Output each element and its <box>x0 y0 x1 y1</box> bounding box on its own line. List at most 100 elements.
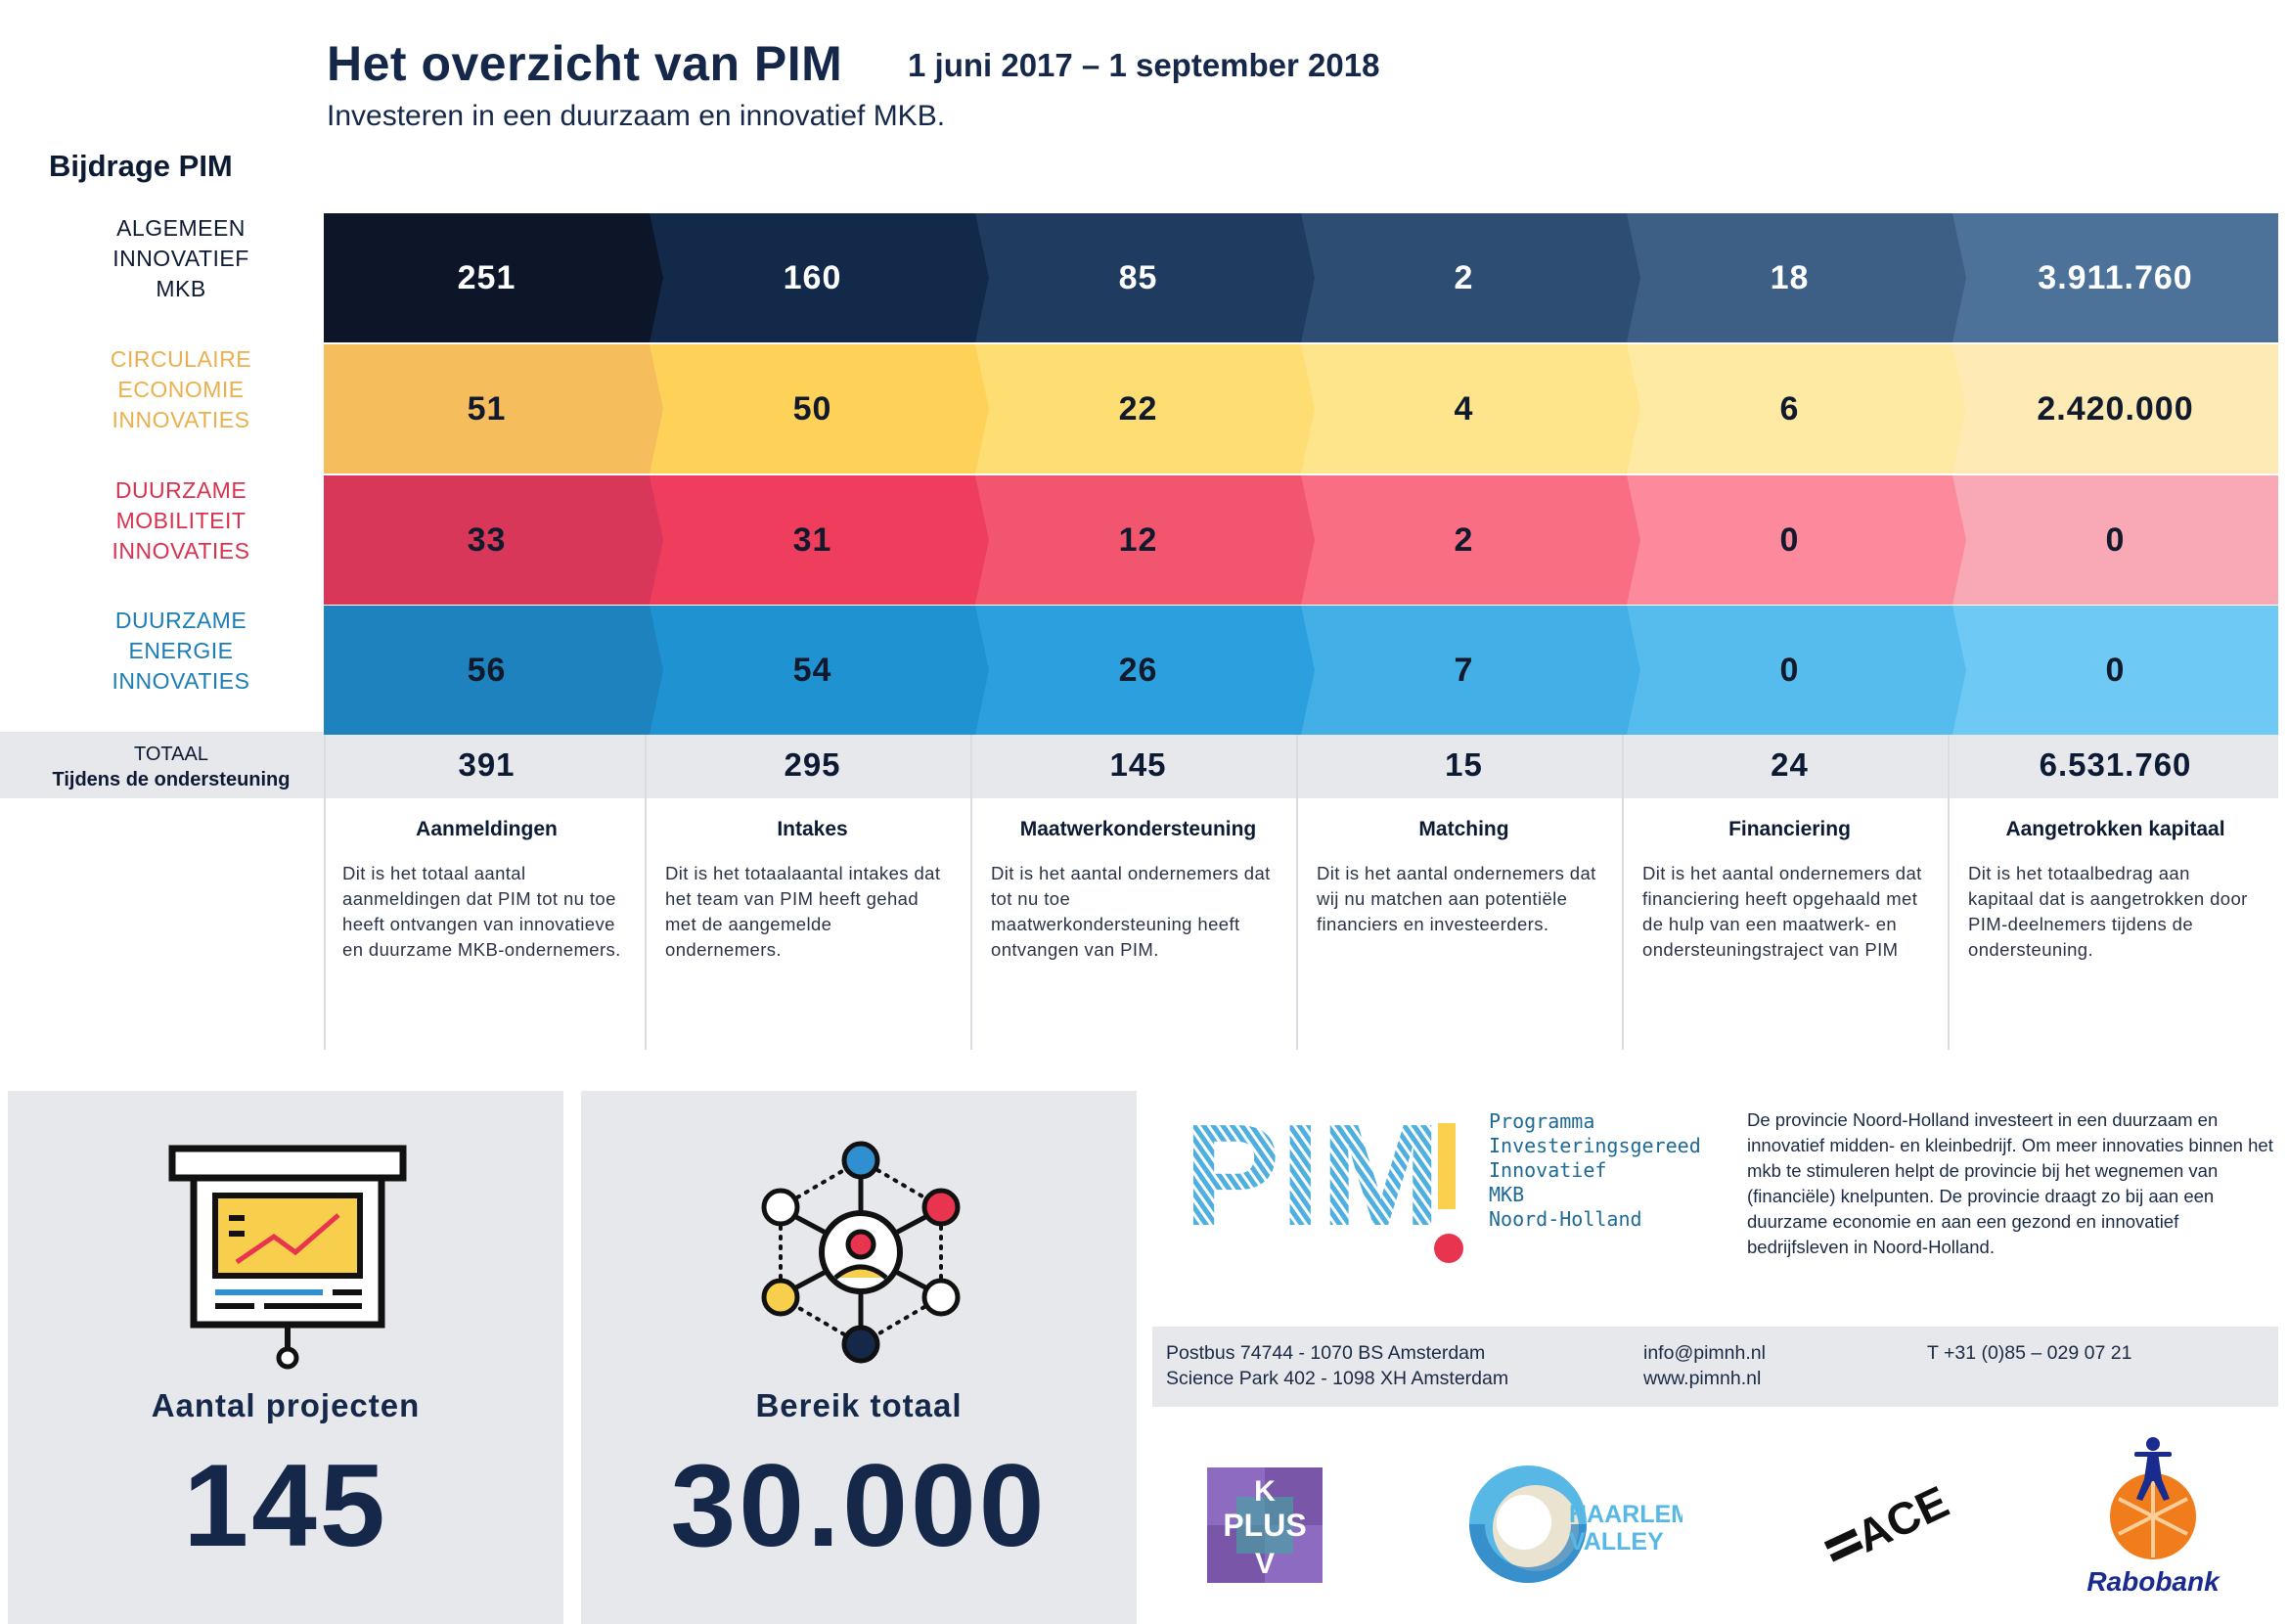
presentation-board-icon <box>168 1145 407 1370</box>
row-label-line: CIRCULAIRE <box>110 346 252 372</box>
row-label-line: MOBILITEIT <box>115 508 247 533</box>
band-cell: 54 <box>650 606 989 735</box>
rabobank-logo: Rabobank <box>2086 1437 2221 1597</box>
projects-title: Aantal projecten <box>151 1387 421 1423</box>
row-label-line: ECONOMIE <box>117 377 245 402</box>
pim-subtitle-line: Innovatief <box>1489 1158 1607 1182</box>
totals-label: TOTAAL Tijdens de ondersteuning <box>29 742 313 792</box>
reach-title: Bereik totaal <box>755 1387 963 1423</box>
totals-label-line1: TOTAAL <box>134 744 208 765</box>
column-description: Dit is het totaal aantal aanmeldingen da… <box>342 863 621 960</box>
reach-value: 30.000 <box>670 1440 1048 1571</box>
band-cell: 18 <box>1627 213 1966 342</box>
row-label-line: INNOVATIEF <box>112 246 249 271</box>
pim-subtitle-line: Noord-Holland <box>1489 1207 1642 1231</box>
totals-label-line2: Tijdens de ondersteuning <box>52 769 291 790</box>
pim-logo: PIM <box>1184 1104 1463 1263</box>
band-row-mobiliteit: 33 31 12 2 0 0 <box>324 475 2278 605</box>
band-cell: 85 <box>975 213 1315 342</box>
row-label-energie: DUURZAME ENERGIE INNOVATIES <box>59 606 303 697</box>
band-cell: 0 <box>1952 475 2278 605</box>
band-cell: 26 <box>975 606 1315 735</box>
column-divider <box>1948 732 1950 1050</box>
kplusv-logo-k: K <box>1254 1475 1276 1508</box>
row-label-line: ALGEMEEN <box>116 215 246 241</box>
band-cell: 31 <box>650 475 989 605</box>
column-divider <box>645 732 647 1050</box>
row-label-algemeen: ALGEMEEN INNOVATIEF MKB <box>59 213 303 304</box>
column-title-aanmeldingen: Aanmeldingen <box>416 818 558 840</box>
column-title-maatwerk: Maatwerkondersteuning <box>1019 818 1257 840</box>
column-divider <box>970 732 972 1050</box>
pim-subtitle-line: MKB <box>1489 1183 1525 1206</box>
page-subtitle: Investeren in een duurzaam en innovatief… <box>327 100 946 132</box>
row-label-line: ENERGIE <box>128 638 234 663</box>
column-title-kapitaal: Aangetrokken kapitaal <box>2005 818 2225 840</box>
row-label-line: INNOVATIES <box>112 668 250 694</box>
total-value: 295 <box>784 746 841 783</box>
pim-subtitle-line: Programma <box>1489 1109 1595 1133</box>
pim-about-text: De provincie Noord-Holland investeert in… <box>1747 1109 2273 1257</box>
date-range: 1 juni 2017 – 1 september 2018 <box>908 47 1380 83</box>
totals-row <box>0 732 2278 798</box>
row-label-circulair: CIRCULAIRE ECONOMIE INNOVATIES <box>59 344 303 435</box>
haarlem-valley-logo: HAARLEM VALLEY <box>1469 1466 1682 1583</box>
email-link[interactable]: info@pimnh.nl <box>1643 1342 1766 1364</box>
column-description: Dit is het aantal ondernemers dat wij nu… <box>1317 863 1596 934</box>
page-title: Het overzicht van PIM <box>327 36 843 91</box>
band-cell: 50 <box>650 344 989 474</box>
address-line: Science Park 402 - 1098 XH Amsterdam <box>1166 1368 1509 1389</box>
total-value: 24 <box>1771 746 1809 783</box>
band-cell: 4 <box>1301 344 1640 474</box>
band-cell: 0 <box>1952 606 2278 735</box>
band-cell: 56 <box>324 606 663 735</box>
band-row-energie: 56 54 26 7 0 0 <box>324 606 2278 735</box>
contact-address: Postbus 74744 - 1070 BS Amsterdam Scienc… <box>1166 1340 1508 1391</box>
haarlem-logo-line1: HAARLEM <box>1569 1501 1682 1528</box>
band-cell: 51 <box>324 344 663 474</box>
pim-logo-text: PIM <box>1184 1104 1441 1256</box>
column-title-matching: Matching <box>1418 818 1509 840</box>
band-cell: 0 <box>1627 475 1966 605</box>
haarlem-logo-line2: VALLEY <box>1569 1528 1664 1556</box>
row-label-line: MKB <box>156 276 206 301</box>
band-cell: 12 <box>975 475 1315 605</box>
network-icon <box>761 1141 961 1364</box>
contact-online: info@pimnh.nl www.pimnh.nl <box>1643 1340 1766 1391</box>
total-value: 391 <box>458 746 516 783</box>
row-label-mobiliteit: DUURZAME MOBILITEIT INNOVATIES <box>59 475 303 566</box>
row-label-line: INNOVATIES <box>112 407 250 432</box>
column-title-intakes: Intakes <box>777 818 848 840</box>
band-cell: 160 <box>650 213 989 342</box>
column-divider <box>1622 732 1624 1050</box>
band-cell: 7 <box>1301 606 1640 735</box>
total-value: 6.531.760 <box>2039 746 2192 783</box>
row-label-line: DUURZAME <box>114 608 247 633</box>
row-label-line: DUURZAME <box>114 477 247 503</box>
pim-subtitle-line: Investeringsgereed <box>1489 1134 1701 1157</box>
total-value: 15 <box>1445 746 1483 783</box>
band-cell: 3.911.760 <box>1952 213 2278 342</box>
contact-phone: T +31 (0)85 – 029 07 21 <box>1927 1342 2132 1364</box>
pim-subtitle: Programma Investeringsgereed Innovatief … <box>1489 1109 1701 1232</box>
band-cell: 2 <box>1301 475 1640 605</box>
rabobank-logo-text: Rabobank <box>2086 1566 2221 1597</box>
website-link[interactable]: www.pimnh.nl <box>1643 1368 1762 1389</box>
column-divider <box>324 732 326 1050</box>
band-cell: 251 <box>324 213 663 342</box>
band-row-algemeen: 251 160 85 2 18 3.911.760 <box>324 213 2278 342</box>
ace-logo: ACE <box>1823 1482 1956 1562</box>
band-cell: 2.420.000 <box>1952 344 2278 474</box>
kplusv-logo-v: V <box>1255 1548 1275 1580</box>
column-description: Dit is het aantal ondernemers dat tot nu… <box>991 863 1271 960</box>
column-description: Dit is het totaalaantal intakes dat het … <box>665 863 941 960</box>
band-cell: 2 <box>1301 213 1640 342</box>
band-row-circulair: 51 50 22 4 6 2.420.000 <box>324 344 2278 474</box>
kplusv-logo: K PLUS V <box>1207 1467 1323 1583</box>
row-label-line: INNOVATIES <box>112 538 250 564</box>
total-value: 145 <box>1109 746 1167 783</box>
band-cell: 22 <box>975 344 1315 474</box>
band-cell: 6 <box>1627 344 1966 474</box>
contact-bar <box>1152 1327 2278 1407</box>
column-description: Dit is het totaalbedrag aan kapitaal dat… <box>1968 863 2248 960</box>
